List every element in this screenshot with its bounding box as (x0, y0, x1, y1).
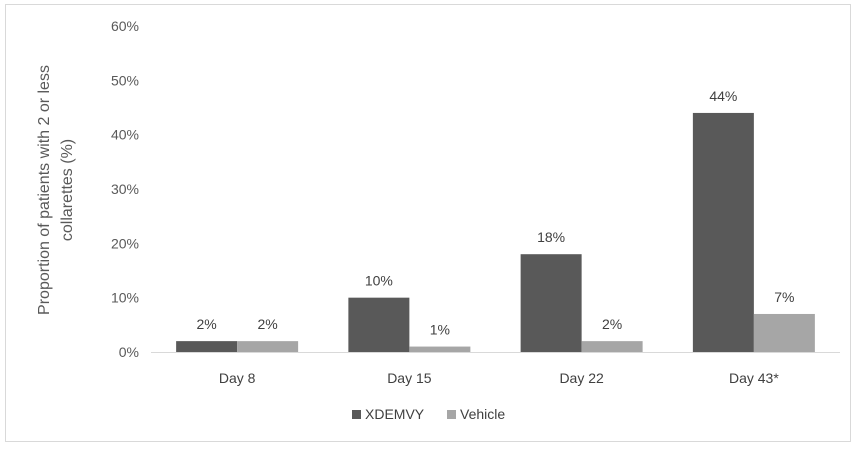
data-label: 2% (258, 316, 278, 332)
data-label: 2% (602, 316, 622, 332)
x-axis: Day 8 Day 15 Day 22 Day 43* (219, 370, 779, 386)
bar-vehicle-4 (753, 313, 815, 352)
y-axis: 0% 10% 20% 30% 40% 50% 60% (111, 18, 139, 360)
data-label: 7% (774, 289, 794, 305)
y-tick-label: 20% (111, 235, 139, 251)
y-axis-title-line-1: Proportion of patients with 2 or less (36, 65, 53, 315)
data-label: 1% (430, 322, 450, 338)
bars: 2% 2% 10% 1% 18% 2% 44% 7% (176, 88, 815, 352)
bar-xdemvy-4 (692, 112, 754, 352)
bar-xdemvy-3 (520, 254, 582, 352)
legend-label-vehicle: Vehicle (460, 406, 505, 422)
x-tick-label: Day 22 (559, 370, 604, 386)
data-label: 44% (709, 88, 737, 104)
y-tick-label: 10% (111, 290, 139, 306)
legend: XDEMVY Vehicle (352, 406, 505, 422)
x-tick-label: Day 15 (387, 370, 432, 386)
y-tick-label: 30% (111, 181, 139, 197)
bar-vehicle-1 (237, 341, 299, 352)
data-label: 10% (365, 273, 393, 289)
y-tick-label: 0% (119, 344, 139, 360)
y-tick-label: 60% (111, 18, 139, 34)
legend-swatch-vehicle (447, 410, 456, 419)
x-tick-label: Day 43* (729, 370, 779, 386)
data-label: 18% (537, 229, 565, 245)
legend-label-xdemvy: XDEMVY (365, 406, 425, 422)
bar-xdemvy-2 (348, 297, 410, 352)
y-axis-title-line-2: collarettes (%) (59, 139, 76, 241)
y-axis-title: Proportion of patients with 2 or less co… (36, 65, 76, 315)
y-tick-label: 40% (111, 127, 139, 143)
bar-vehicle-2 (409, 346, 471, 352)
bar-vehicle-3 (581, 341, 643, 352)
x-tick-label: Day 8 (219, 370, 256, 386)
y-tick-label: 50% (111, 72, 139, 88)
data-label: 2% (197, 316, 217, 332)
legend-swatch-xdemvy (352, 410, 361, 419)
bar-xdemvy-1 (176, 341, 238, 352)
